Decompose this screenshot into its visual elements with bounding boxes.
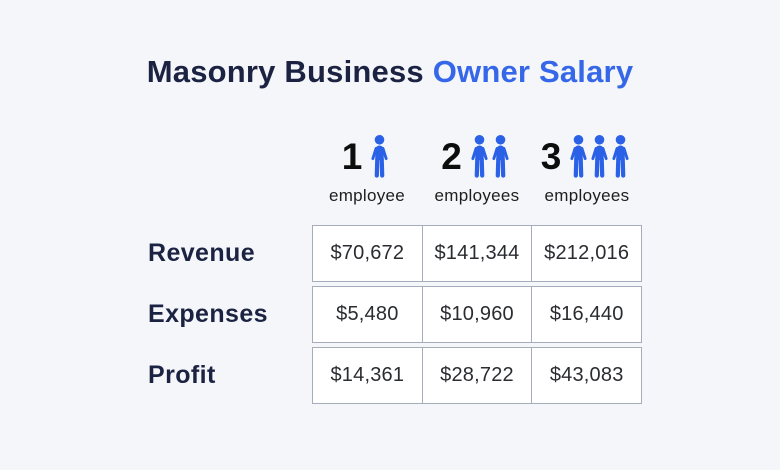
- column-label: employees: [434, 186, 520, 205]
- person-icon: [608, 134, 633, 179]
- employee-count: 1: [341, 135, 363, 177]
- row-label-revenue: Revenue: [148, 239, 256, 267]
- person-icon: [367, 134, 392, 179]
- table-cell: $43,083: [531, 348, 641, 403]
- title-blue-part: Owner Salary: [432, 54, 634, 89]
- table-cell: $14,361: [330, 364, 405, 386]
- employee-count: 3: [540, 135, 562, 177]
- employee-count: 2: [441, 135, 462, 177]
- person-icon: [488, 134, 513, 179]
- table-row-profit: $14,361 $28,722 $43,083: [312, 347, 642, 404]
- employee-count-row: 2: [422, 131, 532, 181]
- table-cell: $10,960: [421, 287, 532, 342]
- row-label-expenses: Expenses: [148, 300, 268, 328]
- column-label: employee: [328, 186, 406, 205]
- table-cell: $16,440: [531, 287, 641, 342]
- table-row-expenses: $5,480 $10,960 $16,440: [312, 286, 642, 343]
- column-label: employees: [544, 186, 630, 205]
- column-header-3-employees: 3 employees: [532, 131, 642, 206]
- row-label-profit: Profit: [148, 361, 216, 389]
- column-header-2-employees: 2 employees: [422, 131, 532, 206]
- table-cell: $70,672: [330, 242, 405, 264]
- person-icon-group: [367, 134, 392, 179]
- employee-count-row: 3: [532, 131, 642, 181]
- employee-count-row: 1: [312, 131, 422, 181]
- page-title: Masonry Business Owner Salary: [0, 54, 780, 90]
- table-cell: $5,480: [336, 303, 399, 325]
- person-icon-group: [566, 134, 633, 179]
- column-header-1-employee: 1 employee: [312, 131, 422, 206]
- table-cell: $28,722: [421, 348, 532, 403]
- title-dark-part: Masonry Business: [146, 54, 424, 89]
- table-cell: $212,016: [531, 226, 641, 281]
- table-cell: $141,344: [421, 226, 532, 281]
- table-row-revenue: $70,672 $141,344 $212,016: [312, 225, 642, 282]
- person-icon-group: [467, 134, 513, 179]
